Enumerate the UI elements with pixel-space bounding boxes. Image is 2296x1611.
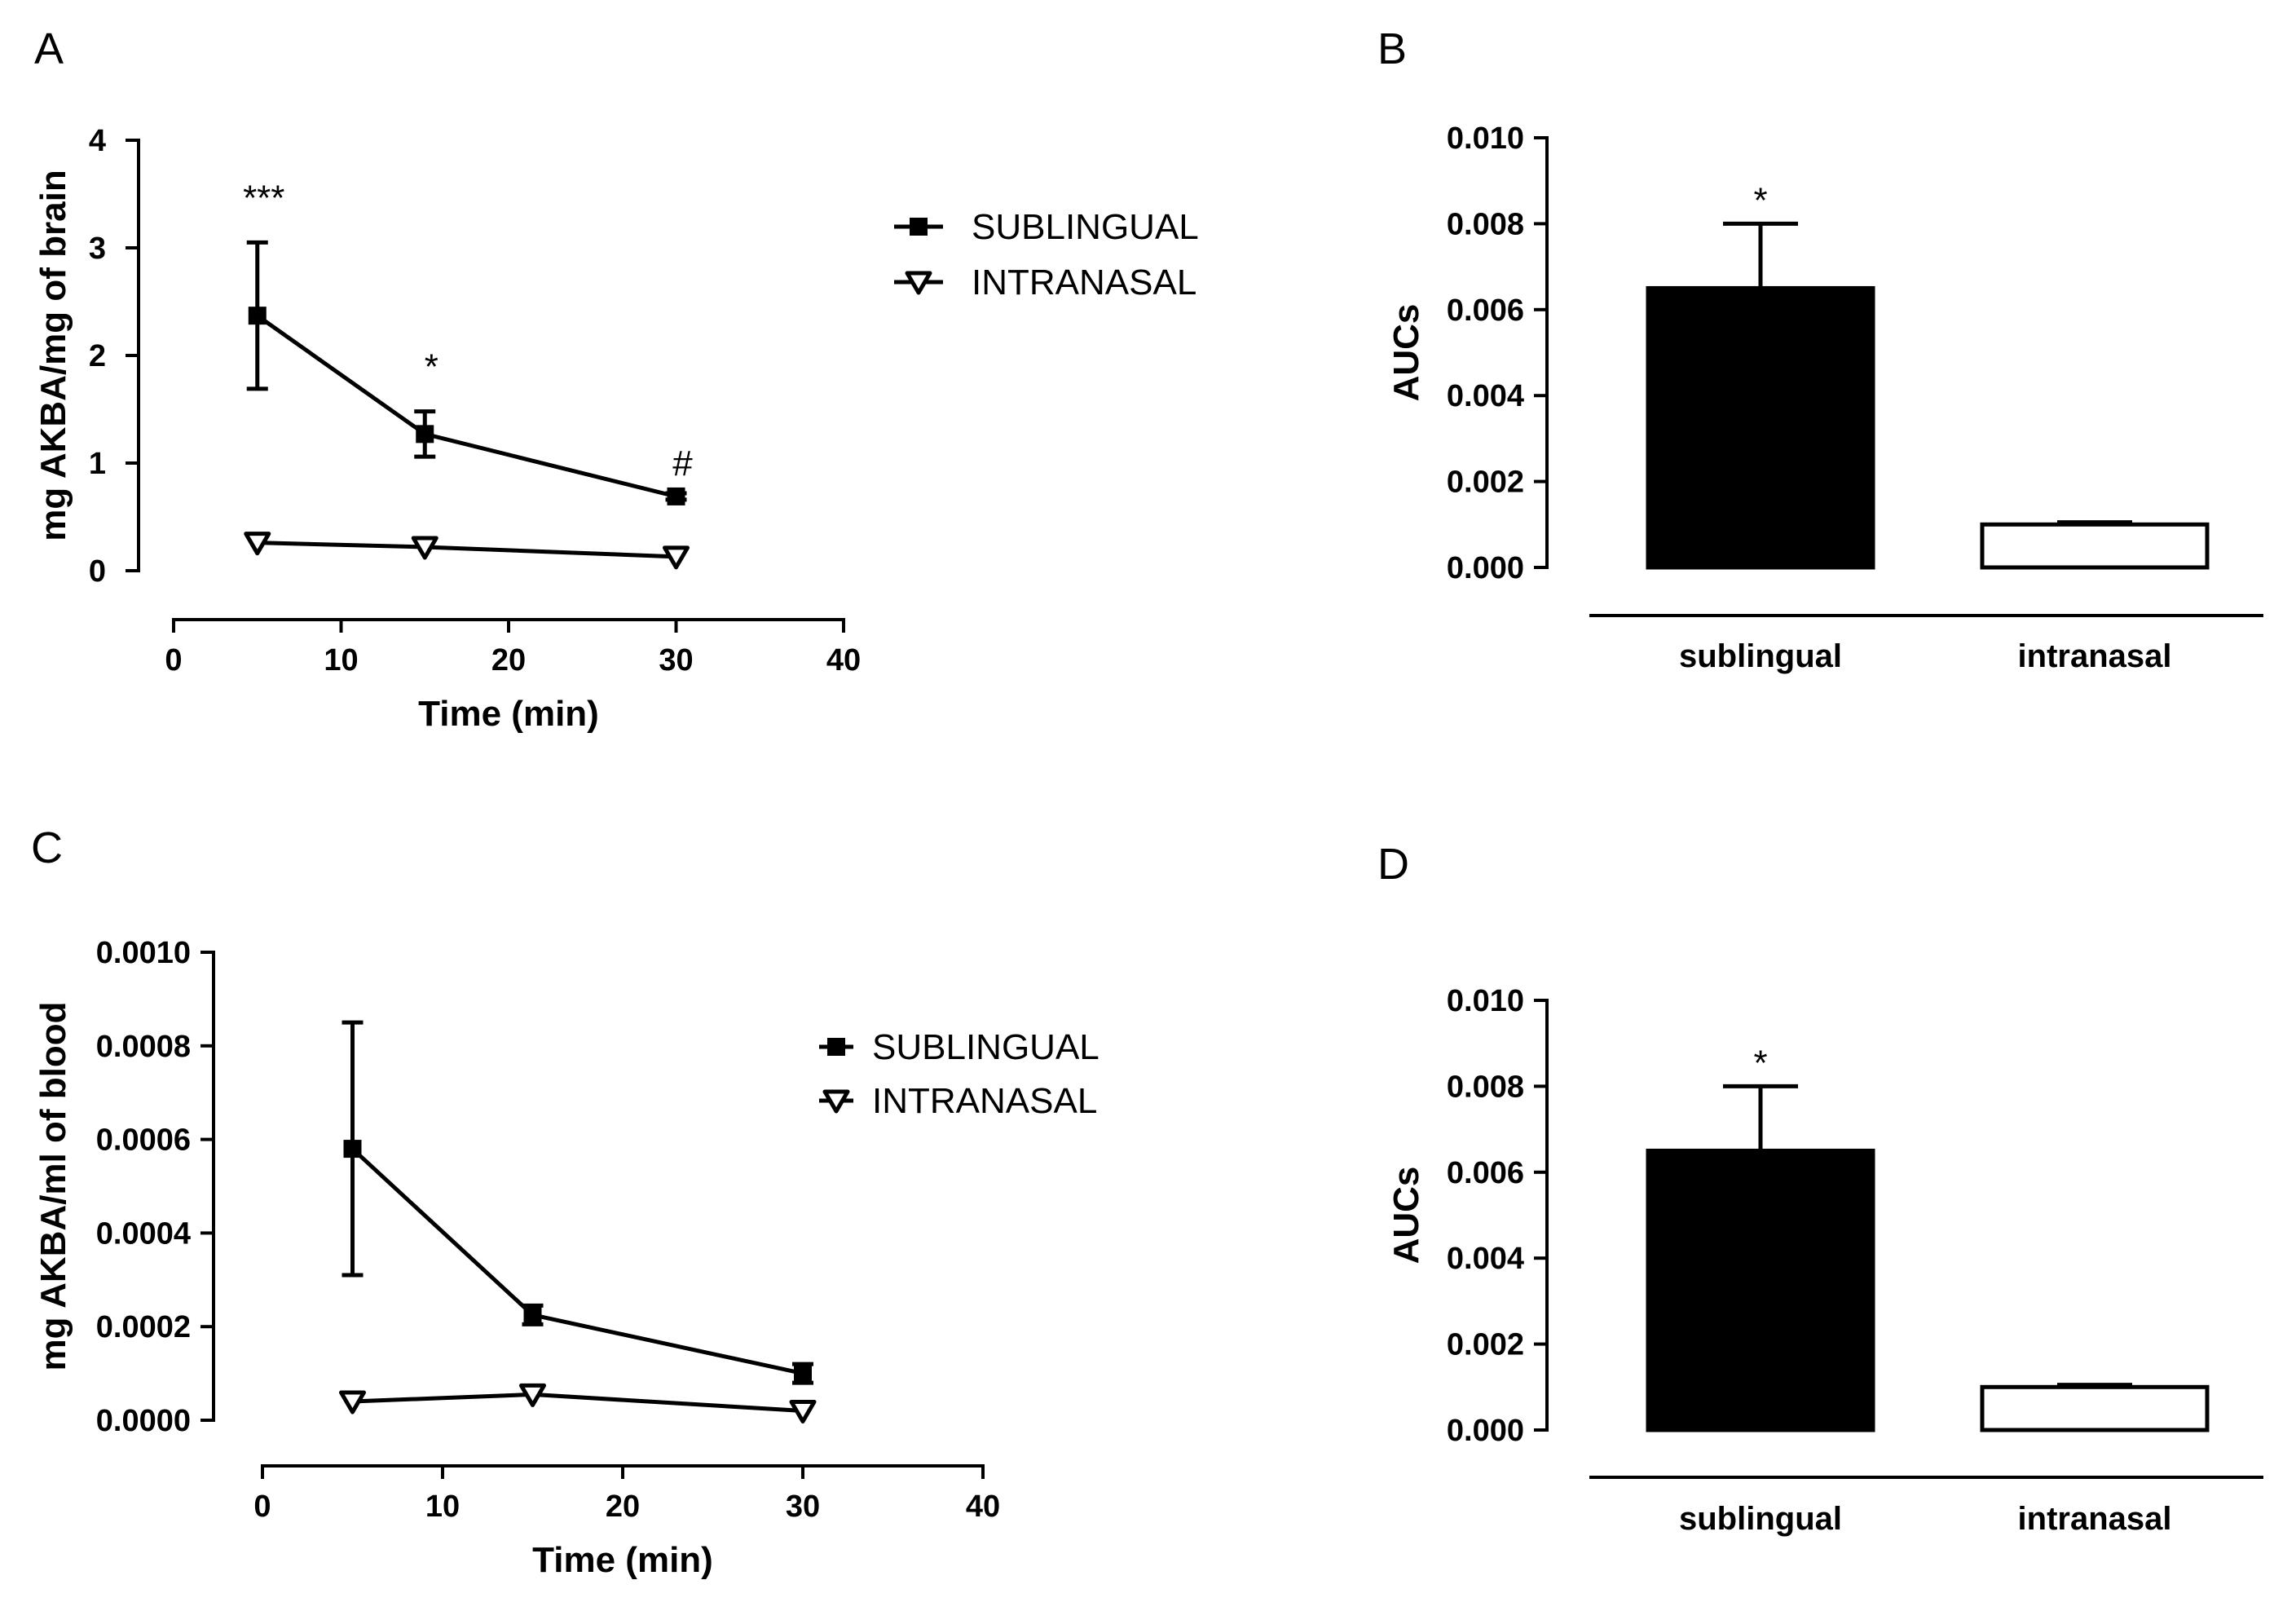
series-line <box>352 1392 804 1414</box>
y-tick-label: 3 <box>89 232 106 266</box>
series-intranasal <box>244 532 690 570</box>
legend-label: INTRANASAL <box>872 1081 1097 1121</box>
x-tick-label: 0 <box>165 643 182 678</box>
data-point <box>663 545 690 570</box>
series-intranasal <box>339 1383 817 1424</box>
significance-marker: # <box>672 444 693 483</box>
data-point <box>343 1140 362 1159</box>
data-point <box>523 1305 542 1324</box>
category-label: intranasal <box>2018 1501 2172 1537</box>
data-point <box>248 307 267 325</box>
x-tick-label: 40 <box>966 1490 1000 1524</box>
series-line <box>257 541 676 559</box>
y-tick-label: 0.010 <box>1447 984 1524 1018</box>
y-axis-label: mg AKBA/mg of brain <box>33 170 73 541</box>
legend-marker <box>827 1038 845 1056</box>
x-tick-label: 0 <box>253 1490 271 1524</box>
panel-a: A 0 1 2 3 4 mg AKBA/mg of brain 0 10 20 30 40 Time (… <box>33 24 1199 734</box>
legend-label: SUBLINGUAL <box>972 207 1199 247</box>
x-tick-label: 30 <box>786 1490 820 1524</box>
series-sublingual <box>342 1020 813 1385</box>
y-tick-label: 0.006 <box>1447 294 1524 328</box>
y-tick-label: 0.000 <box>1447 1414 1524 1448</box>
legend: SUBLINGUAL INTRANASAL <box>894 207 1199 302</box>
x-axis-label: Time (min) <box>418 694 599 734</box>
y-tick-label: 0.008 <box>1447 207 1524 241</box>
panel-letter: D <box>1377 840 1409 889</box>
bar-sublingual <box>1646 1148 1875 1432</box>
x-tick-label: 20 <box>606 1490 640 1524</box>
x-tick-label: 10 <box>324 643 358 678</box>
data-point <box>519 1383 546 1407</box>
category-label: sublingual <box>1679 1501 1842 1537</box>
y-tick-label: 0.0006 <box>96 1123 191 1158</box>
y-tick-label: 0.000 <box>1447 551 1524 585</box>
significance-marker: * <box>1753 180 1767 220</box>
panel-letter: A <box>34 24 64 73</box>
y-tick-label: 0 <box>89 554 106 589</box>
bar-intranasal <box>1980 1384 2210 1432</box>
x-tick-label: 20 <box>491 643 526 678</box>
legend-label: SUBLINGUAL <box>872 1027 1100 1067</box>
y-axis-label: AUCs <box>1386 1167 1426 1265</box>
y-tick-label: 0.0008 <box>96 1030 191 1064</box>
y-tick-label: 4 <box>89 124 106 158</box>
y-tick-label: 2 <box>89 339 106 373</box>
category-label: sublingual <box>1679 638 1842 674</box>
y-tick-label: 0.004 <box>1447 1242 1524 1276</box>
y-tick-label: 0.002 <box>1447 466 1524 500</box>
legend: SUBLINGUAL INTRANASAL <box>819 1027 1100 1121</box>
category-label: intranasal <box>2018 638 2172 674</box>
bar-sublingual <box>1646 285 1875 570</box>
y-tick-label: 0.002 <box>1447 1328 1524 1362</box>
x-tick-label: 30 <box>659 643 693 678</box>
y-tick-label: 1 <box>89 447 106 481</box>
y-tick-label: 0.006 <box>1447 1156 1524 1190</box>
legend-label: INTRANASAL <box>972 263 1196 302</box>
data-point <box>794 1364 812 1383</box>
series-line <box>350 1147 804 1376</box>
data-point <box>416 425 434 444</box>
y-tick-label: 0.0000 <box>96 1404 191 1438</box>
x-tick-label: 40 <box>826 643 861 678</box>
y-tick-label: 0.0010 <box>96 936 191 970</box>
legend-marker <box>822 1089 850 1114</box>
y-tick-label: 0.0002 <box>96 1310 191 1344</box>
y-tick-label: 0.0004 <box>96 1216 191 1251</box>
data-point <box>789 1400 817 1424</box>
data-point <box>411 536 438 560</box>
legend-marker <box>905 271 932 295</box>
data-point <box>244 532 271 556</box>
panel-c: C 0.0000 0.0002 0.0004 0.0006 0.0008 0.0010 mg … <box>31 823 1100 1580</box>
significance-marker: * <box>1753 1043 1767 1083</box>
series-line <box>256 314 677 499</box>
x-axis-label: Time (min) <box>532 1540 713 1580</box>
significance-marker: *** <box>243 178 284 218</box>
series-sublingual <box>246 240 687 505</box>
y-axis-label: AUCs <box>1386 304 1426 402</box>
panel-b: B 0.000 0.002 0.004 0.006 0.008 0.010 AUCs subli… <box>1377 24 2263 674</box>
y-tick-label: 0.010 <box>1447 121 1524 156</box>
panel-letter: B <box>1377 24 1407 73</box>
bar-intranasal <box>1980 522 2210 570</box>
panel-letter: C <box>31 823 63 872</box>
y-axis-label: mg AKBA/ml of blood <box>33 1002 73 1371</box>
significance-marker: * <box>425 347 438 387</box>
y-tick-label: 0.004 <box>1447 379 1524 413</box>
x-tick-label: 10 <box>425 1490 460 1524</box>
data-point <box>667 487 685 505</box>
legend-marker <box>910 218 928 236</box>
panel-d: D 0.000 0.002 0.004 0.006 0.008 0.010 AUCs subli… <box>1377 840 2263 1537</box>
y-tick-label: 0.008 <box>1447 1070 1524 1104</box>
data-point <box>339 1390 366 1415</box>
